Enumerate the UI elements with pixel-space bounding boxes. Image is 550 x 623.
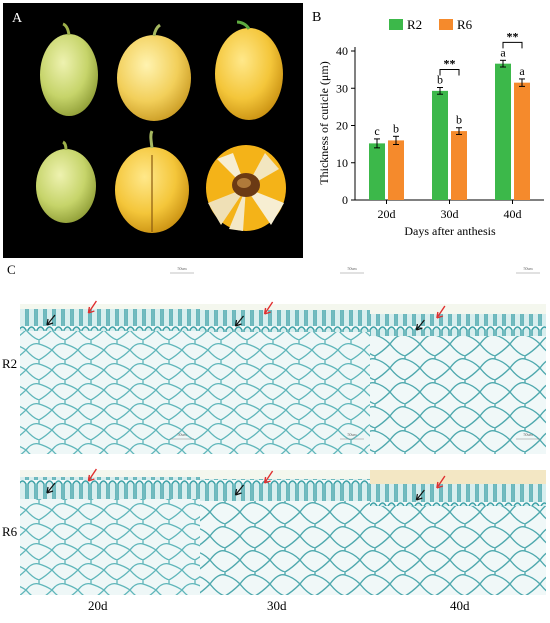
scale-bar: 50um [340,432,364,440]
scale-bar: 50um [340,266,364,274]
fruit-photo-panel: A R2 R6 20d 30d 40d [3,3,303,258]
micrograph-r6-30d: 50um [200,432,370,595]
significance-bracket [502,41,523,49]
y-tick-label: 40 [336,44,348,58]
micro-day-label-20d: 20d [88,598,108,613]
micro-day-label-40d: 40d [450,598,470,613]
scale-bar: 50um [170,432,194,440]
legend-label-r6: R6 [457,17,473,32]
micro-row-label-r2: R2 [2,356,17,371]
black-arrow [415,489,425,501]
svg-text:50um: 50um [523,266,533,271]
significance-letter: b [456,113,462,127]
micro-day-label-30d: 30d [267,598,287,613]
fruit-r2-30d [117,35,191,121]
svg-text:50um: 50um [177,432,187,437]
legend-swatch-r2 [389,19,403,30]
x-tick-label: 40d [504,207,522,221]
significance-bracket [439,69,460,76]
svg-text:50um: 50um [177,266,187,271]
fruit-photos: A R2 R6 20d 30d 40d [11,11,286,256]
significance-letter: a [519,64,525,78]
panel-b-letter: B [312,10,321,25]
red-arrow [436,475,446,489]
chart-axes: 0 10 20 30 40 20d 30d 40d [336,44,544,221]
micrograph-r6-40d: 50um [370,432,546,595]
significance-letter: c [374,124,379,138]
svg-text:50um: 50um [523,432,533,437]
black-arrow [234,315,244,327]
bar-r6-20d [388,140,404,200]
bar-r6-40d [514,82,530,200]
micrograph-r6-20d: 50um [20,432,200,595]
y-tick-label: 30 [336,81,348,95]
row-label-r6: R6 [13,180,30,195]
significance-stars: ** [444,57,456,71]
cuticle-micrographs: C R2 R6 20d 30d 40d 50um 50um 50um 50um 50um… [2,262,546,613]
x-tick-label: 30d [441,207,459,221]
bar-r2-20d [369,143,385,200]
red-arrow [263,470,274,484]
legend-label-r2: R2 [407,17,422,32]
row-label-r2: R2 [11,57,28,72]
bar-r2-40d [495,63,511,200]
cuticle-thickness-chart-panel: B R2 R6 0 10 20 30 40 20d 30d 40d c b b b a a ** ** Day… [306,3,550,258]
y-tick-label: 20 [336,119,348,133]
legend-swatch-r6 [439,19,453,30]
fruit-r6-20d [36,149,96,223]
micrograph-panel: C R2 R6 20d 30d 40d 50um 50um 50um 50um 50um… [0,260,550,618]
black-arrow [415,319,425,331]
panel-a-letter: A [12,11,23,26]
day-label-20d: 20d [53,241,74,256]
day-label-30d: 30d [139,241,160,256]
red-arrow [87,300,97,314]
black-arrow [46,482,56,494]
bar-r6-30d [451,131,467,200]
chart-legend: R2 R6 [389,17,473,32]
fruit-r6-40d-cracked [206,145,286,231]
svg-text:50um: 50um [347,266,357,271]
day-label-40d: 40d [233,241,254,256]
significance-letter: b [437,73,443,87]
micro-row-label-r6: R6 [2,524,18,539]
significance-stars: ** [507,29,519,43]
fruit-r2-20d [40,34,98,116]
micrograph-r2-20d: 50um [20,266,200,454]
panel-c-letter: C [7,262,16,277]
black-arrow [46,314,56,326]
micrograph-r2-30d: 50um [200,266,370,454]
x-tick-label: 20d [378,207,396,221]
scale-bar: 50um [170,266,194,274]
svg-text:50um: 50um [347,432,357,437]
significance-letter: a [500,45,506,59]
y-tick-label: 0 [342,193,348,207]
significance-letter: b [393,121,399,135]
bar-r2-30d [432,90,448,200]
red-arrow [87,468,97,482]
black-arrow [234,484,244,496]
scale-bar: 50um [516,266,540,274]
scale-bar: 50um [516,432,540,440]
y-tick-label: 10 [336,156,348,170]
micrograph-r2-40d: 50um [370,266,546,454]
red-arrow [263,301,274,315]
y-axis-label: Thickness of cuticle (μm) [317,61,331,184]
fruit-r2-40d [215,28,283,120]
x-axis-label: Days after anthesis [404,224,496,238]
red-arrow [436,305,446,319]
